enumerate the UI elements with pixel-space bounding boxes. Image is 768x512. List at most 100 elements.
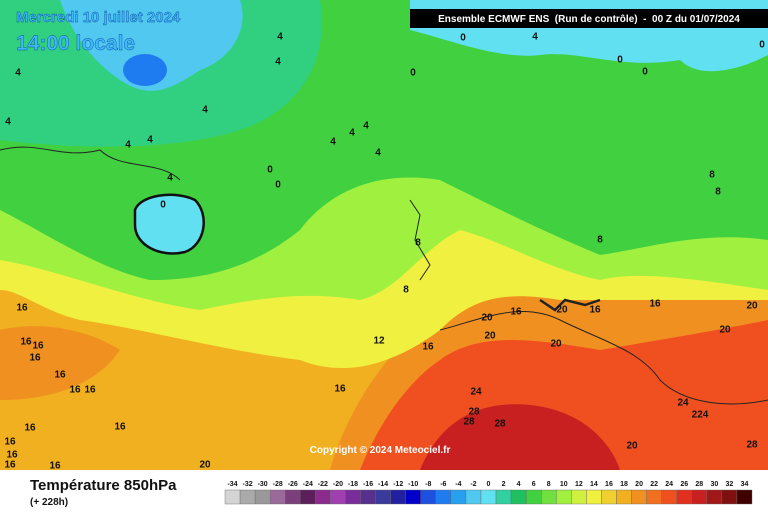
scale-label: 8 <box>547 481 551 488</box>
contour-label: 16 <box>20 337 32 348</box>
contour-label: 4 <box>15 68 21 79</box>
scale-swatch <box>435 489 452 505</box>
scale-label: 16 <box>605 481 613 488</box>
contour-label: 16 <box>16 303 28 314</box>
scale-swatch <box>495 489 512 505</box>
scale-label: 18 <box>620 481 628 488</box>
scale-label: -26 <box>288 481 298 488</box>
contour-label: 4 <box>275 57 281 68</box>
contour-label: 28 <box>468 407 480 418</box>
field-zone <box>0 326 120 400</box>
scale-label: -34 <box>227 481 237 488</box>
contour-label: 4 <box>147 135 153 146</box>
contour-label: 16 <box>24 423 36 434</box>
scale-swatch <box>315 489 331 505</box>
scale-swatch <box>360 489 376 505</box>
scale-label: -16 <box>363 481 373 488</box>
scale-swatch <box>661 489 677 505</box>
contour-label: 8 <box>415 238 421 249</box>
contour-label: 20 <box>199 460 211 471</box>
date-title: Mercredi 10 juillet 2024 <box>16 9 181 26</box>
scale-label: 6 <box>532 481 536 488</box>
scale-label: 24 <box>665 481 673 488</box>
contour-label: 0 <box>759 40 765 51</box>
contour-label: 4 <box>125 140 131 151</box>
scale-label: -14 <box>378 481 388 488</box>
contour-label: 28 <box>463 417 475 428</box>
scale-label: -20 <box>333 481 343 488</box>
contour-label: 20 <box>556 305 568 316</box>
contour-label: 8 <box>715 187 721 198</box>
scale-label: 26 <box>680 481 688 488</box>
contour-label: 0 <box>642 67 648 78</box>
scale-swatch <box>390 489 406 505</box>
scale-label: 14 <box>590 481 598 488</box>
contour-label: 16 <box>422 342 434 353</box>
contour-label: 8 <box>709 170 715 181</box>
scale-swatch <box>676 489 692 505</box>
scale-swatch <box>525 489 542 505</box>
run-info: Ensemble ECMWF ENS (Run de contrôle) - 0… <box>438 14 740 25</box>
contour-label: 8 <box>403 285 409 296</box>
contour-label: 16 <box>510 307 522 318</box>
contour-label: 0 <box>267 165 273 176</box>
field-zone <box>133 193 205 255</box>
contour-label: 20 <box>484 331 496 342</box>
field-zone <box>60 0 243 91</box>
contour-label: 16 <box>84 385 96 396</box>
contour-label: 16 <box>32 341 44 352</box>
contour-label: 4 <box>277 32 283 43</box>
coastline <box>439 310 768 405</box>
scale-label: -24 <box>303 481 313 488</box>
scale-label: 4 <box>517 481 521 488</box>
temperature-field <box>0 0 768 470</box>
coastline <box>0 146 181 181</box>
scale-label: -32 <box>243 481 253 488</box>
scale-label: -10 <box>408 481 418 488</box>
contour-label: 20 <box>481 313 493 324</box>
contour-label: 24 <box>470 387 482 398</box>
contour-label: 4 <box>167 173 173 184</box>
scale-label: 30 <box>710 481 718 488</box>
scale-label: 34 <box>741 481 749 488</box>
contour-label: 20 <box>746 301 758 312</box>
scale-swatch <box>586 489 602 505</box>
color-scale: -34 -32 -30 -28 -26 -24 -22 -20 -18 -16 -14 -12 -10-… <box>224 481 753 505</box>
contour-label: 4 <box>532 32 538 43</box>
scale-swatch <box>285 489 301 505</box>
scale-swatch <box>375 489 391 505</box>
scale-swatch <box>706 489 723 505</box>
scale-label: 2 <box>502 481 506 488</box>
scale-label: -30 <box>258 481 268 488</box>
contour-label: 4 <box>363 121 369 132</box>
scale-label: 0 <box>487 481 491 488</box>
contour-label: 12 <box>373 336 385 347</box>
contour-label: 0 <box>460 33 466 44</box>
scale-label: -12 <box>393 481 403 488</box>
contour-label: 4 <box>349 128 355 139</box>
contour-label: 20 <box>626 441 638 452</box>
scale-swatch <box>330 489 346 505</box>
contour-label: 16 <box>114 422 126 433</box>
scale-swatch <box>300 489 316 505</box>
contour-label: 28 <box>494 419 506 430</box>
contour-label: 0 <box>275 180 281 191</box>
scale-label: 12 <box>575 481 583 488</box>
scale-swatch <box>646 489 662 505</box>
contour-label: 16 <box>589 305 601 316</box>
run-box <box>410 9 768 28</box>
lead-time: (+ 228h) <box>30 497 68 508</box>
scale-swatch <box>601 489 617 505</box>
coastlines <box>0 146 768 405</box>
contour-label: 28 <box>746 440 758 451</box>
contour-label: 16 <box>54 370 66 381</box>
scale-swatch <box>556 489 572 505</box>
copyright: Copyright © 2024 Meteociel.fr <box>310 445 451 456</box>
scale-swatch <box>510 489 527 505</box>
contour-label: 16 <box>334 384 346 395</box>
scale-label: 28 <box>695 481 703 488</box>
contour-label: 4 <box>375 148 381 159</box>
time-title: 14:00 locale <box>16 32 135 55</box>
